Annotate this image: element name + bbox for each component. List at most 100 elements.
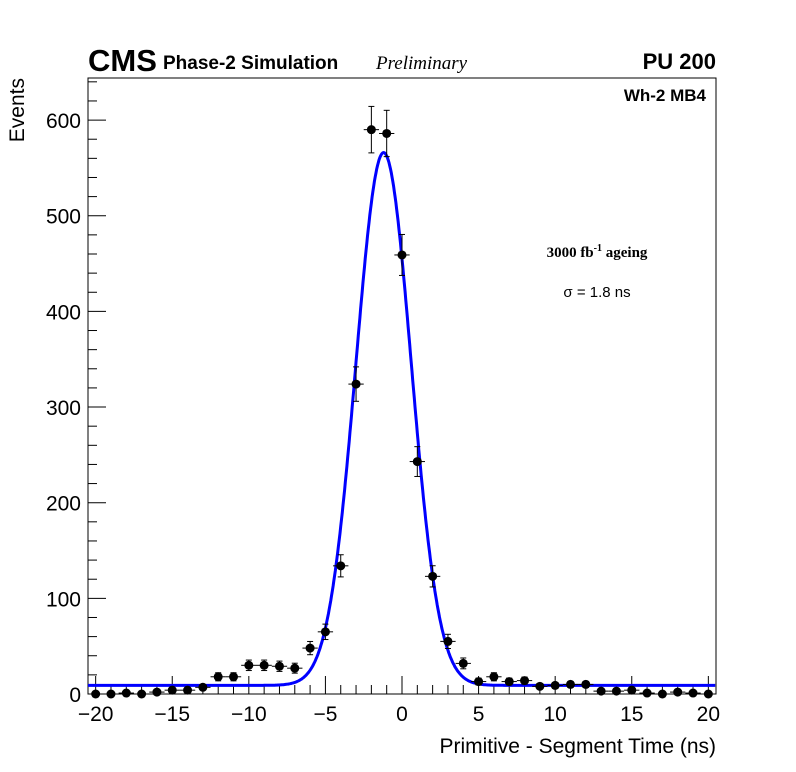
point-marker xyxy=(657,689,667,699)
data-point xyxy=(486,672,502,682)
data-point xyxy=(532,681,548,691)
x-tick-label: −5 xyxy=(313,703,337,726)
point-marker xyxy=(183,685,193,695)
point-marker xyxy=(443,636,453,646)
point-marker xyxy=(458,658,468,668)
x-tick-label: 15 xyxy=(620,703,643,726)
point-marker xyxy=(366,125,376,135)
chamber-label: Wh-2 MB4 xyxy=(624,86,707,105)
x-tick-label: −20 xyxy=(78,703,114,726)
point-marker xyxy=(489,672,499,682)
point-marker xyxy=(121,688,131,698)
data-point xyxy=(547,680,563,690)
point-marker xyxy=(688,688,698,698)
data-point xyxy=(271,660,288,672)
point-marker xyxy=(535,681,545,691)
point-marker xyxy=(550,680,560,690)
point-marker xyxy=(504,677,514,687)
y-tick-label: 300 xyxy=(46,397,81,420)
point-marker xyxy=(198,682,208,692)
data-point xyxy=(562,679,579,689)
axis-ticks xyxy=(88,81,709,695)
data-point xyxy=(624,685,640,695)
data-point xyxy=(348,366,364,402)
data-point xyxy=(103,689,119,699)
point-marker xyxy=(627,685,637,695)
data-point xyxy=(670,687,686,697)
data-point xyxy=(501,677,517,687)
point-marker xyxy=(382,128,392,138)
data-point xyxy=(440,633,456,649)
data-point xyxy=(654,689,671,699)
point-marker xyxy=(290,663,300,673)
point-marker xyxy=(397,250,407,260)
data-point xyxy=(516,676,533,686)
fit-curve-group xyxy=(88,151,716,687)
data-point xyxy=(179,685,196,695)
point-marker xyxy=(244,660,254,670)
point-marker xyxy=(581,679,591,689)
point-marker xyxy=(412,457,422,467)
point-marker xyxy=(703,689,713,699)
data-point xyxy=(333,554,349,578)
point-marker xyxy=(152,687,162,697)
y-tick-label: 600 xyxy=(46,110,81,133)
data-point xyxy=(593,686,609,696)
data-point xyxy=(88,689,104,699)
point-marker xyxy=(259,660,269,670)
data-point xyxy=(210,672,226,682)
point-marker xyxy=(611,686,621,696)
point-marker xyxy=(336,561,346,571)
point-marker xyxy=(596,686,606,696)
data-point xyxy=(685,688,701,698)
x-tick-label: 5 xyxy=(473,703,485,726)
point-marker xyxy=(137,689,147,699)
data-point xyxy=(118,688,134,698)
data-point xyxy=(195,682,211,692)
x-tick-label: −10 xyxy=(231,703,267,726)
plot-frame xyxy=(87,77,717,695)
data-point xyxy=(317,623,334,641)
data-point xyxy=(225,672,242,682)
data-point xyxy=(287,662,303,674)
data-point xyxy=(578,679,594,689)
x-axis-label: Primitive - Segment Time (ns) xyxy=(439,735,716,758)
data-point xyxy=(379,109,395,158)
x-tick-label: 0 xyxy=(396,703,408,726)
data-point xyxy=(700,689,716,699)
point-marker xyxy=(274,661,284,671)
y-tick-label: 500 xyxy=(46,206,81,229)
point-marker xyxy=(91,689,101,699)
x-tick-label: 10 xyxy=(543,703,566,726)
ageing-base: 3000 fb xyxy=(547,245,594,261)
point-marker xyxy=(305,643,315,653)
y-tick-labels: 0 100 200 300 400 500 600 xyxy=(46,110,81,707)
y-tick-label: 200 xyxy=(46,493,81,516)
ageing-annotation: 3000 fb-1 ageing xyxy=(547,243,648,261)
y-tick-label: 400 xyxy=(46,301,81,324)
y-tick-label: 0 xyxy=(69,684,81,707)
data-point xyxy=(256,659,272,672)
point-marker xyxy=(474,677,484,687)
data-point xyxy=(639,688,655,698)
data-point xyxy=(363,105,380,154)
data-point xyxy=(455,657,471,670)
data-point xyxy=(470,677,487,687)
cms-label: CMS xyxy=(88,43,157,78)
point-marker xyxy=(565,679,575,689)
data-point xyxy=(133,689,150,699)
point-marker xyxy=(320,627,330,637)
point-marker xyxy=(213,672,223,682)
point-marker xyxy=(642,688,652,698)
ageing-sup: -1 xyxy=(594,243,602,254)
data-points xyxy=(88,105,716,699)
data-point xyxy=(424,565,441,588)
phase2-simulation-label: Phase-2 Simulation xyxy=(163,53,338,74)
point-marker xyxy=(351,379,361,389)
data-point xyxy=(608,686,625,696)
data-point xyxy=(241,659,257,672)
y-axis-label: Events xyxy=(6,78,29,142)
fit-curve xyxy=(88,151,716,687)
